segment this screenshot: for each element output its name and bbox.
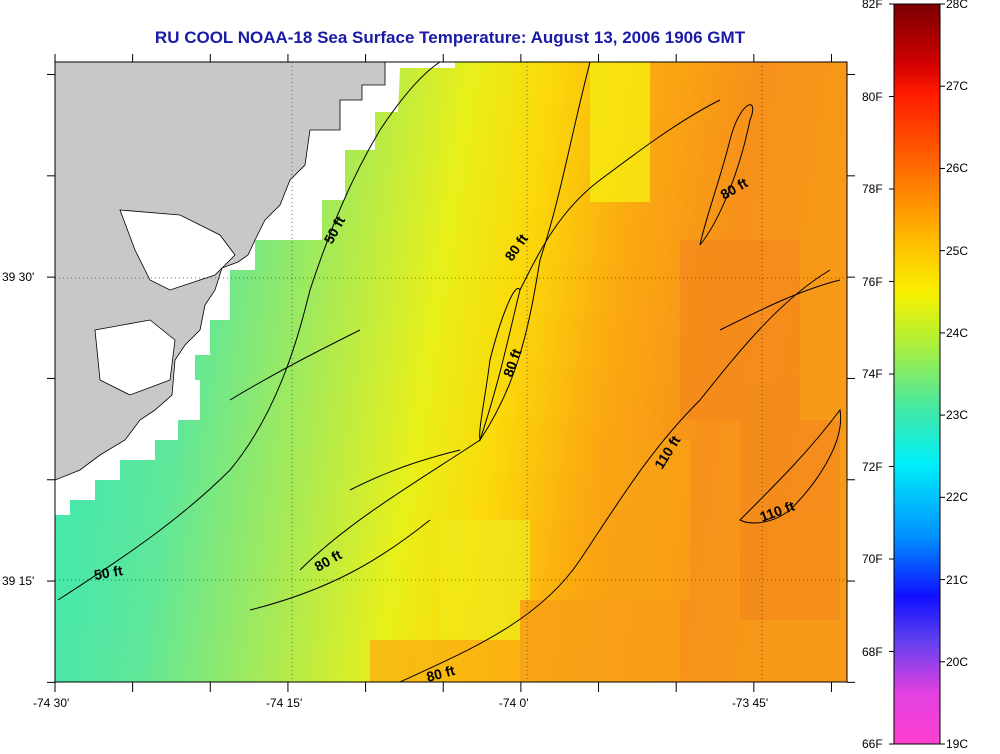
colorbar-c-label: 19C [946, 737, 969, 751]
map-frame [54, 61, 848, 683]
map-title: RU COOL NOAA-18 Sea Surface Temperature:… [154, 28, 746, 47]
y-tick-label: 39 30' [2, 270, 35, 285]
colorbar-c-label: 24C [946, 325, 969, 340]
colorbar-f-label: 80F [862, 89, 883, 104]
colorbar-f-label: 66F [862, 737, 883, 751]
colorbar-c-label: 20C [946, 654, 969, 669]
colorbar-f-label: 72F [862, 459, 883, 474]
colorbar-c-label: 28C [946, 0, 969, 11]
contour-label: 50 ft [93, 562, 124, 583]
colorbar-f-label: 82F [862, 0, 883, 11]
x-tick-label: -74 0' [498, 696, 529, 710]
bay-water [95, 320, 175, 395]
colorbar-f-label: 70F [862, 552, 883, 566]
x-tick-label: -73 45' [731, 696, 769, 710]
graticule [55, 62, 847, 682]
colorbar-f-label: 76F [862, 274, 883, 289]
colorbar [894, 4, 940, 744]
colorbar-c-label: 23C [946, 408, 969, 423]
colorbar-ticks [889, 3, 945, 745]
colorbar-c-label: 25C [946, 243, 969, 258]
colorbar-c-label: 27C [946, 79, 969, 94]
colorbar-c-label: 21C [946, 572, 969, 587]
x-tick-label: -74 30' [33, 696, 70, 710]
axis-ticks [47, 54, 855, 692]
y-tick-label: 39 15' [2, 574, 35, 589]
coastline [55, 62, 386, 481]
contour-label: 80 ft [425, 662, 457, 685]
sst-field [55, 62, 847, 682]
colorbar-c-label: 22C [946, 490, 969, 505]
back-bay-water [120, 210, 235, 290]
colorbar-c-label: 26C [946, 161, 969, 176]
x-tick-label: -74 15' [265, 696, 303, 710]
colorbar-f-label: 74F [862, 367, 883, 381]
colorbar-f-label: 68F [862, 644, 883, 659]
warm-patches [370, 62, 840, 682]
bathymetry-contours [57, 62, 842, 682]
colorbar-f-label: 78F [862, 182, 883, 196]
